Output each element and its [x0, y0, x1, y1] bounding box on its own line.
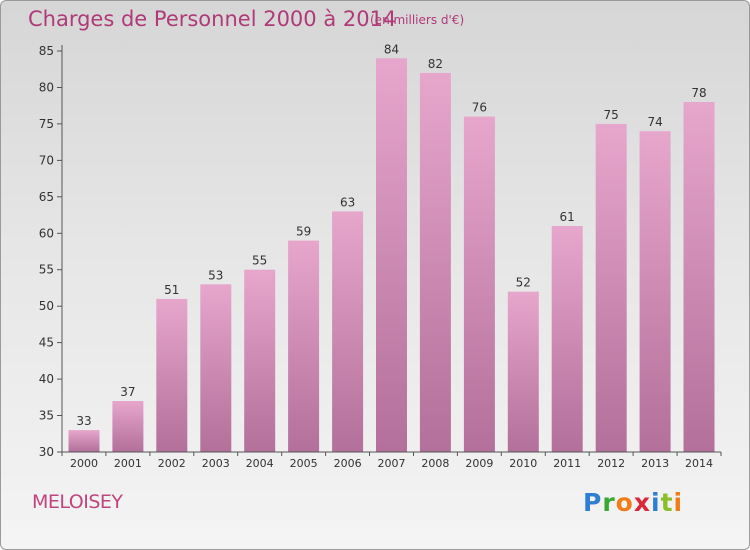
x-tick-label-2005: 2005	[290, 457, 318, 470]
y-tick-label-70: 70	[39, 153, 54, 167]
logo-letter: i	[673, 488, 684, 517]
data-label-2013: 74	[647, 115, 662, 129]
bar-2007	[376, 58, 407, 453]
y-tick-label-40: 40	[39, 372, 54, 386]
bar-2014	[683, 102, 715, 452]
bar-2001	[112, 401, 144, 452]
bar-2009	[463, 116, 495, 452]
y-tick-label-35: 35	[39, 409, 54, 423]
x-tick-label-2012: 2012	[597, 457, 625, 470]
data-label-2011: 61	[560, 210, 575, 224]
y-tick-label-75: 75	[39, 117, 54, 131]
data-label-2001: 37	[120, 385, 135, 399]
x-tick-label-2003: 2003	[202, 457, 230, 470]
bar-2005	[288, 240, 320, 452]
data-label-2003: 53	[208, 268, 223, 282]
y-tick-label-30: 30	[39, 445, 54, 459]
y-tick-label-55: 55	[39, 263, 54, 277]
logo-letter: o	[615, 488, 634, 517]
data-label-2002: 51	[164, 283, 179, 297]
chart-subtitle: (en milliers d'€)	[370, 13, 465, 27]
x-tick-label-2009: 2009	[465, 457, 493, 470]
bar-2006	[332, 211, 364, 452]
data-label-2009: 76	[472, 101, 487, 115]
bar-2000	[68, 430, 100, 452]
y-tick-label-80: 80	[39, 81, 54, 95]
data-label-2008: 82	[428, 57, 443, 71]
data-label-2014: 78	[691, 86, 706, 100]
bar-2003	[200, 284, 232, 452]
y-tick-label-50: 50	[39, 299, 54, 313]
x-tick-label-2010: 2010	[509, 457, 537, 470]
data-label-2010: 52	[516, 276, 531, 290]
chart-title: Charges de Personnel 2000 à 2014	[28, 7, 397, 31]
logo-letter: t	[660, 488, 674, 517]
bar-2004	[244, 269, 276, 452]
logo-letter: x	[633, 488, 651, 517]
bar-2013	[639, 131, 671, 452]
x-tick-label-2011: 2011	[553, 457, 581, 470]
bars-layer: 33 37 51 53 55 59 63 84 82 76 52 61 75 74 78	[68, 42, 715, 453]
x-tick-label-2001: 2001	[114, 457, 142, 470]
y-tick-label-65: 65	[39, 190, 54, 204]
x-tick-label-2007: 2007	[378, 457, 406, 470]
data-label-2000: 33	[76, 414, 91, 428]
bar-2012	[595, 123, 627, 453]
bar-2011	[551, 226, 583, 452]
bar-2008	[419, 72, 451, 453]
data-label-2006: 63	[340, 195, 355, 209]
data-label-2005: 59	[296, 225, 311, 239]
bar-2002	[156, 298, 188, 452]
logo-letter: P	[583, 488, 603, 517]
data-label-2007: 84	[384, 42, 399, 56]
bar-2010	[507, 291, 539, 452]
x-tick-label-2008: 2008	[421, 457, 449, 470]
x-tick-label-2013: 2013	[641, 457, 669, 470]
data-label-2004: 55	[252, 254, 267, 268]
y-tick-label-45: 45	[39, 336, 54, 350]
x-tick-label-2004: 2004	[246, 457, 274, 470]
y-tick-label-60: 60	[39, 226, 54, 240]
commune-name: MELOISEY	[32, 491, 123, 513]
x-tick-label-2002: 2002	[158, 457, 186, 470]
proxiti-logo: Proxiti	[583, 488, 683, 517]
logo-letter: i	[651, 488, 661, 517]
axes-layer: 2000 2001 2002 2003 2004 2005 2006 2007 2008 2009…	[39, 44, 722, 470]
x-tick-label-2014: 2014	[685, 457, 713, 470]
x-tick-label-2006: 2006	[334, 457, 362, 470]
x-tick-label-2000: 2000	[70, 457, 98, 470]
logo-letter: r	[602, 488, 616, 517]
y-tick-label-85: 85	[39, 44, 54, 58]
data-label-2012: 75	[604, 108, 619, 122]
